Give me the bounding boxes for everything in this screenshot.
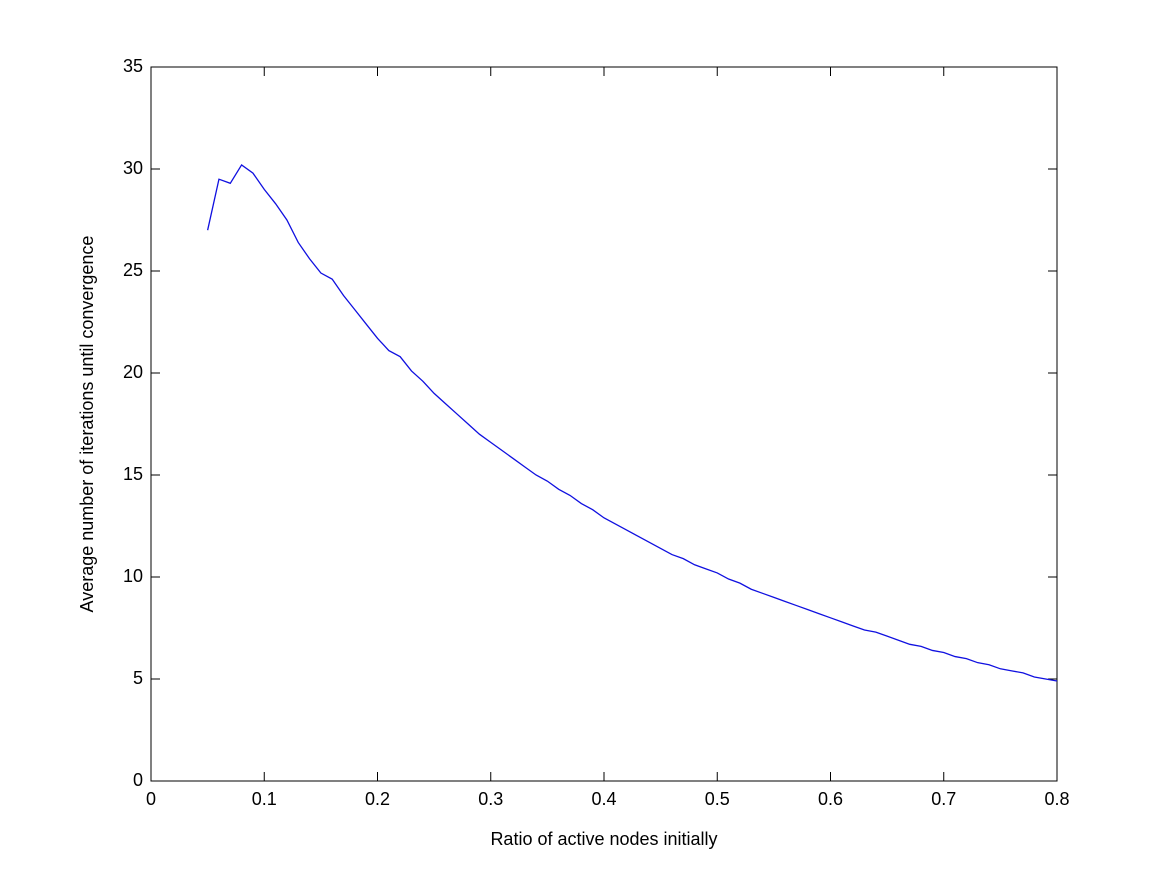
y-tick-label: 5 — [133, 668, 143, 688]
data-line — [206, 163, 1058, 682]
x-tick-label: 0.8 — [1044, 789, 1069, 809]
y-tick-label: 25 — [123, 260, 143, 280]
x-tick-label: 0.4 — [591, 789, 616, 809]
y-tick-label: 10 — [123, 566, 143, 586]
x-tick-label: 0.7 — [931, 789, 956, 809]
x-axis-label: Ratio of active nodes initially — [490, 829, 717, 849]
x-tick-label: 0.3 — [478, 789, 503, 809]
x-tick-label: 0.5 — [705, 789, 730, 809]
x-tick-label: 0.6 — [818, 789, 843, 809]
y-tick-label: 15 — [123, 464, 143, 484]
plot-frame — [150, 66, 1058, 782]
y-axis-label: Average number of iterations until conve… — [77, 236, 97, 613]
y-tick-label: 30 — [123, 158, 143, 178]
x-tick-label: 0.2 — [365, 789, 390, 809]
y-tick-label: 0 — [133, 770, 143, 790]
x-tick-label: 0.1 — [252, 789, 277, 809]
x-tick-label: 0 — [146, 789, 156, 809]
y-tick-label: 20 — [123, 362, 143, 382]
y-tick-label: 35 — [123, 56, 143, 76]
